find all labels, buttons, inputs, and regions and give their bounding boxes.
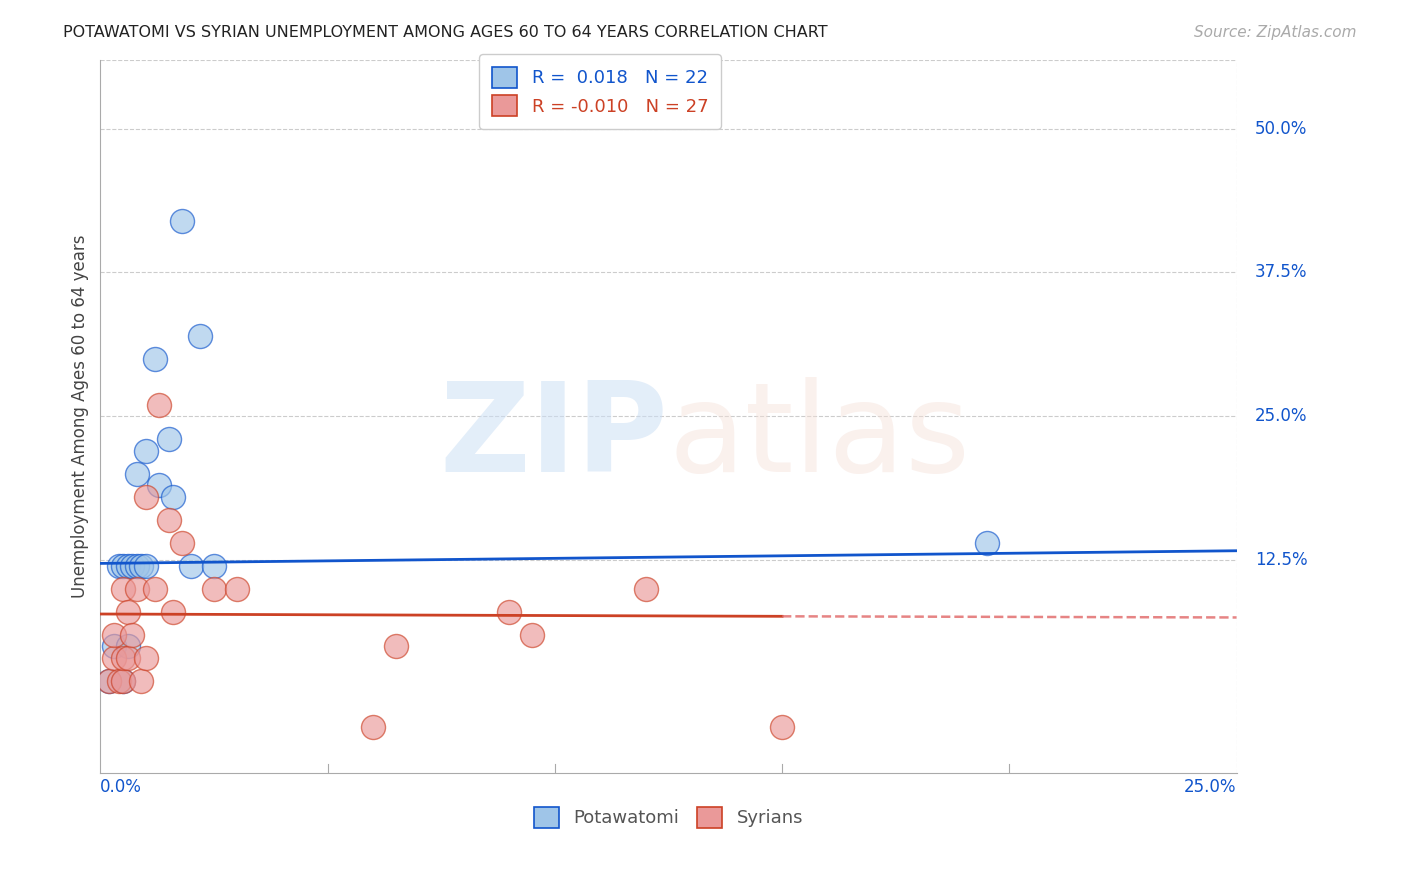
Point [117,605,139,619]
Point [103,628,125,642]
Point [98,673,121,688]
Point [135,558,157,573]
Point [121,558,143,573]
Text: atlas: atlas [668,377,970,498]
Point [172,535,194,549]
Point [112,558,135,573]
Point [225,582,247,596]
Point [157,432,180,446]
Point [107,558,129,573]
Point [498,605,520,619]
Text: 37.5%: 37.5% [1254,263,1308,281]
Point [180,558,202,573]
Point [384,639,406,653]
Text: 25.0%: 25.0% [1184,779,1237,797]
Point [976,535,998,549]
Point [129,558,152,573]
Point [125,558,148,573]
Point [121,628,143,642]
Point [125,582,148,596]
Text: 25.0%: 25.0% [1254,407,1308,425]
Text: 50.0%: 50.0% [1254,120,1308,137]
Point [148,478,170,492]
Point [202,558,225,573]
Point [202,582,225,596]
Point [770,720,793,734]
Point [143,582,166,596]
Point [107,673,129,688]
Point [125,467,148,481]
Point [157,513,180,527]
Text: POTAWATOMI VS SYRIAN UNEMPLOYMENT AMONG AGES 60 TO 64 YEARS CORRELATION CHART: POTAWATOMI VS SYRIAN UNEMPLOYMENT AMONG … [63,25,828,40]
Point [162,605,184,619]
Point [520,628,543,642]
Point [634,582,657,596]
Y-axis label: Unemployment Among Ages 60 to 64 years: Unemployment Among Ages 60 to 64 years [72,235,89,598]
Point [188,328,211,343]
Legend: Potawatomi, Syrians: Potawatomi, Syrians [526,800,811,835]
Point [103,639,125,653]
Point [103,650,125,665]
Point [143,351,166,366]
Point [172,213,194,227]
Text: ZIP: ZIP [440,377,668,498]
Point [117,650,139,665]
Point [135,650,157,665]
Point [361,720,384,734]
Point [129,673,152,688]
Point [135,443,157,458]
Point [112,673,135,688]
Point [112,582,135,596]
Point [162,490,184,504]
Point [112,673,135,688]
Point [98,673,121,688]
Point [112,650,135,665]
Point [148,398,170,412]
Text: Source: ZipAtlas.com: Source: ZipAtlas.com [1194,25,1357,40]
Text: 0.0%: 0.0% [100,779,142,797]
Point [135,490,157,504]
Point [117,639,139,653]
Text: 12.5%: 12.5% [1254,551,1308,569]
Point [117,558,139,573]
